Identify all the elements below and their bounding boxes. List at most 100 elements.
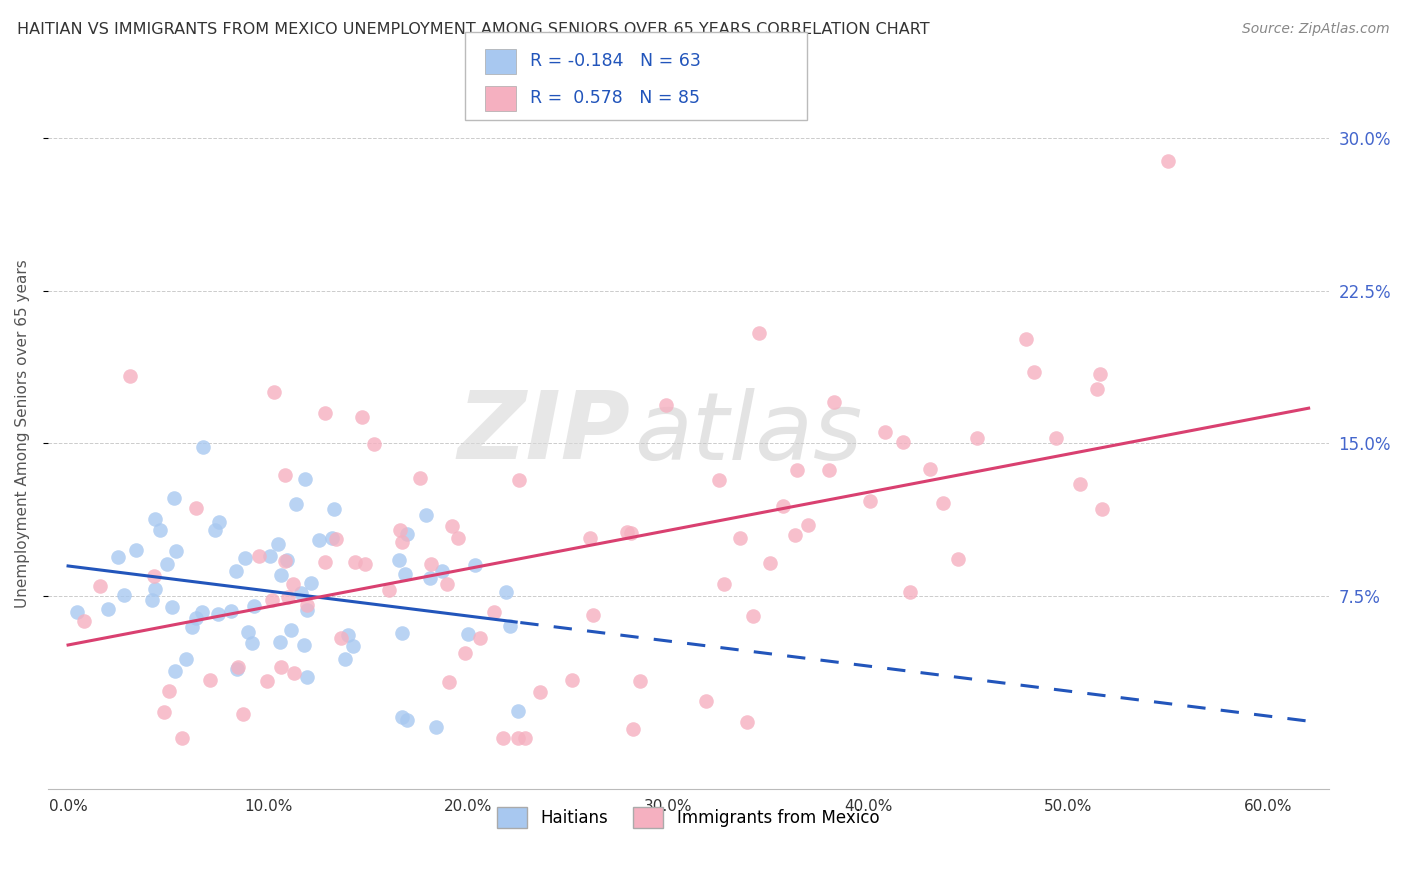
- Point: [582, 608, 605, 623]
- Point: [295, 670, 318, 684]
- Point: [363, 437, 385, 451]
- Point: [391, 534, 413, 549]
- Point: [337, 628, 360, 642]
- Point: [1014, 332, 1036, 346]
- Point: [436, 577, 458, 591]
- Point: [654, 397, 676, 411]
- Point: [786, 463, 808, 477]
- Text: R = -0.184   N = 63: R = -0.184 N = 63: [530, 53, 702, 70]
- Point: [1069, 476, 1091, 491]
- Point: [66, 605, 89, 619]
- Point: [439, 674, 461, 689]
- Y-axis label: Unemployment Among Seniors over 65 years: Unemployment Among Seniors over 65 years: [15, 259, 30, 607]
- Point: [165, 544, 187, 558]
- Point: [141, 593, 163, 607]
- Text: HAITIAN VS IMMIGRANTS FROM MEXICO UNEMPLOYMENT AMONG SENIORS OVER 65 YEARS CORRE: HAITIAN VS IMMIGRANTS FROM MEXICO UNEMPL…: [17, 22, 929, 37]
- Point: [946, 552, 969, 566]
- Point: [419, 570, 441, 584]
- Point: [283, 576, 305, 591]
- Point: [499, 619, 522, 633]
- Point: [236, 624, 259, 639]
- Point: [174, 651, 197, 665]
- Point: [73, 614, 96, 628]
- Point: [513, 731, 536, 746]
- Text: R =  0.578   N = 85: R = 0.578 N = 85: [530, 89, 700, 107]
- Point: [277, 590, 299, 604]
- Point: [143, 512, 166, 526]
- Point: [415, 508, 437, 522]
- Point: [859, 494, 882, 508]
- Point: [561, 673, 583, 688]
- Point: [184, 501, 207, 516]
- Point: [1087, 382, 1109, 396]
- Point: [1090, 368, 1112, 382]
- Point: [263, 384, 285, 399]
- Point: [191, 440, 214, 454]
- Point: [735, 715, 758, 730]
- Point: [290, 586, 312, 600]
- Point: [420, 557, 443, 571]
- Point: [163, 491, 186, 505]
- Point: [112, 588, 135, 602]
- Point: [276, 553, 298, 567]
- Point: [628, 673, 651, 688]
- Point: [409, 470, 432, 484]
- Point: [342, 639, 364, 653]
- Point: [425, 720, 447, 734]
- Point: [728, 531, 751, 545]
- Point: [225, 564, 247, 578]
- Point: [186, 610, 208, 624]
- Point: [156, 557, 179, 571]
- Point: [295, 598, 318, 612]
- Point: [506, 704, 529, 718]
- Point: [713, 577, 735, 591]
- Point: [295, 602, 318, 616]
- Point: [430, 564, 453, 578]
- Point: [329, 631, 352, 645]
- Point: [1091, 501, 1114, 516]
- Point: [270, 659, 292, 673]
- Point: [314, 555, 336, 569]
- Point: [446, 531, 468, 545]
- Point: [395, 714, 418, 728]
- Point: [785, 527, 807, 541]
- Point: [1157, 153, 1180, 168]
- Point: [620, 525, 643, 540]
- Point: [508, 731, 530, 746]
- Point: [377, 582, 399, 597]
- Point: [482, 605, 505, 619]
- Point: [247, 549, 270, 564]
- Point: [396, 526, 419, 541]
- Point: [292, 638, 315, 652]
- Point: [709, 473, 731, 487]
- Point: [772, 499, 794, 513]
- Point: [262, 593, 284, 607]
- Point: [1022, 365, 1045, 379]
- Point: [149, 523, 172, 537]
- Point: [391, 710, 413, 724]
- Point: [616, 525, 638, 540]
- Point: [344, 556, 367, 570]
- Point: [153, 705, 176, 719]
- Point: [274, 468, 297, 483]
- Point: [578, 531, 600, 545]
- Point: [97, 601, 120, 615]
- Point: [226, 663, 249, 677]
- Point: [495, 585, 517, 599]
- Point: [695, 694, 717, 708]
- Point: [314, 406, 336, 420]
- Point: [165, 664, 187, 678]
- Point: [797, 518, 820, 533]
- Point: [900, 585, 922, 599]
- Point: [918, 462, 941, 476]
- Point: [143, 569, 166, 583]
- Point: [270, 568, 292, 582]
- Point: [454, 646, 477, 660]
- Point: [120, 369, 142, 384]
- Point: [283, 665, 305, 680]
- Point: [389, 523, 412, 537]
- Point: [759, 557, 782, 571]
- Text: atlas: atlas: [634, 388, 863, 479]
- Point: [157, 683, 180, 698]
- Point: [325, 532, 347, 546]
